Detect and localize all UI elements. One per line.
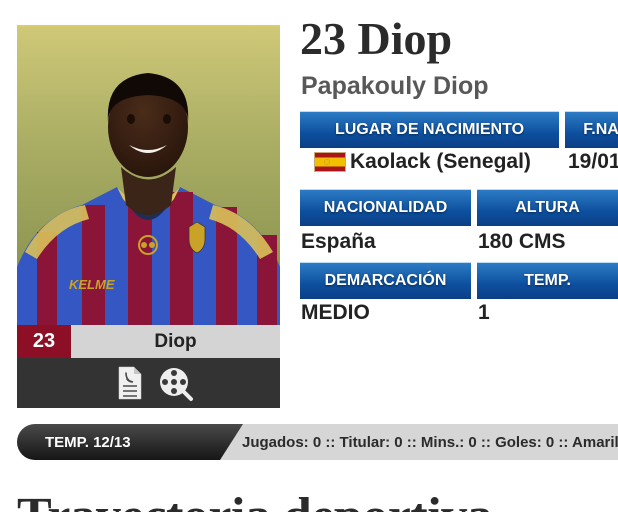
svg-text:KELME: KELME xyxy=(69,277,115,292)
